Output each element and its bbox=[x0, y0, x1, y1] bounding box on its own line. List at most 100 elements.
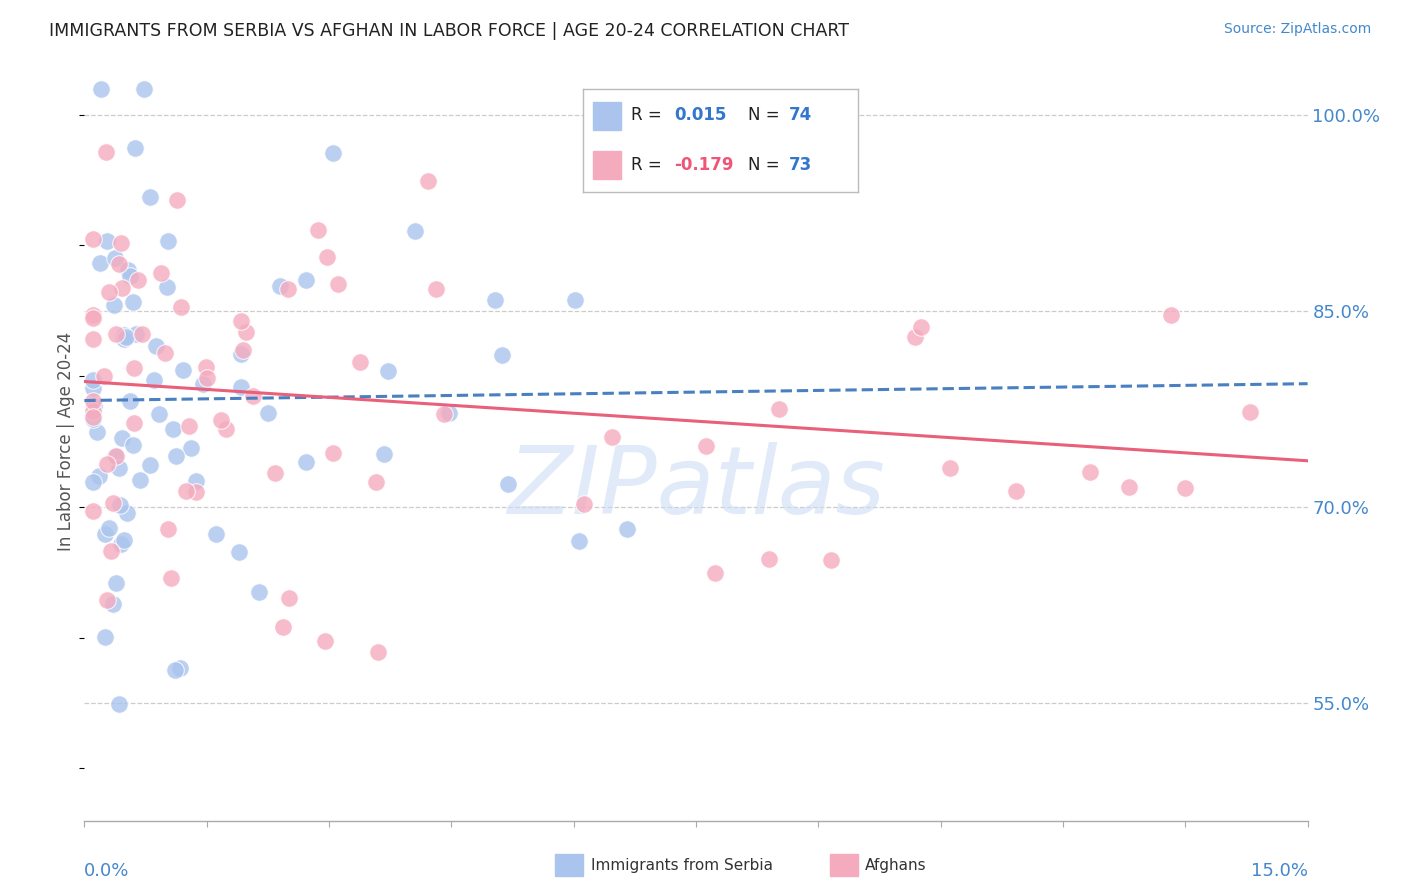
Point bbox=[242, 389, 264, 403]
Point bbox=[496, 477, 519, 491]
Point bbox=[328, 277, 350, 291]
Point bbox=[425, 282, 447, 296]
Point bbox=[364, 475, 387, 489]
Point bbox=[269, 279, 291, 293]
Point bbox=[939, 461, 962, 475]
Text: 0.0%: 0.0% bbox=[84, 863, 129, 880]
Point bbox=[110, 235, 132, 250]
Point bbox=[186, 474, 208, 488]
Point bbox=[103, 496, 125, 510]
Point bbox=[90, 81, 112, 95]
Point bbox=[235, 325, 257, 339]
Point bbox=[82, 308, 104, 322]
Point bbox=[104, 576, 127, 591]
Point bbox=[89, 256, 111, 270]
Point bbox=[600, 430, 623, 444]
Point bbox=[314, 634, 336, 648]
Point bbox=[174, 483, 197, 498]
Point bbox=[111, 281, 134, 295]
Point bbox=[82, 412, 104, 426]
Point bbox=[307, 223, 329, 237]
Point bbox=[139, 458, 162, 472]
Point bbox=[169, 660, 191, 674]
Point bbox=[273, 620, 295, 634]
Point bbox=[94, 527, 117, 541]
Text: 74: 74 bbox=[789, 106, 813, 124]
Text: ZIPatlas: ZIPatlas bbox=[508, 442, 884, 533]
Point bbox=[82, 373, 104, 387]
Point bbox=[433, 407, 456, 421]
Text: 73: 73 bbox=[789, 156, 813, 174]
Point bbox=[1239, 405, 1261, 419]
Point bbox=[195, 360, 218, 375]
Point bbox=[148, 407, 170, 421]
Point bbox=[228, 544, 250, 558]
Point bbox=[103, 252, 125, 266]
Text: IMMIGRANTS FROM SERBIA VS AFGHAN IN LABOR FORCE | AGE 20-24 CORRELATION CHART: IMMIGRANTS FROM SERBIA VS AFGHAN IN LABO… bbox=[49, 22, 849, 40]
Y-axis label: In Labor Force | Age 20-24: In Labor Force | Age 20-24 bbox=[56, 332, 75, 551]
Point bbox=[162, 422, 184, 436]
Point bbox=[118, 393, 141, 408]
FancyBboxPatch shape bbox=[593, 102, 620, 130]
Text: Immigrants from Serbia: Immigrants from Serbia bbox=[591, 858, 772, 872]
Point bbox=[157, 522, 180, 536]
Point bbox=[195, 370, 218, 384]
Point bbox=[263, 466, 285, 480]
Point bbox=[82, 475, 104, 489]
Point bbox=[149, 266, 172, 280]
Text: 0.015: 0.015 bbox=[673, 106, 727, 124]
Point bbox=[373, 447, 395, 461]
Point bbox=[134, 81, 156, 95]
Point bbox=[103, 298, 125, 312]
Point bbox=[564, 293, 586, 307]
Point bbox=[82, 404, 104, 418]
Point bbox=[567, 533, 589, 548]
Point bbox=[127, 273, 149, 287]
Text: Source: ZipAtlas.com: Source: ZipAtlas.com bbox=[1223, 22, 1371, 37]
Point bbox=[82, 381, 104, 395]
Point bbox=[910, 320, 932, 334]
Point bbox=[758, 552, 780, 566]
FancyBboxPatch shape bbox=[593, 151, 620, 179]
Text: Afghans: Afghans bbox=[865, 858, 927, 872]
Point bbox=[94, 630, 117, 644]
Text: N =: N = bbox=[748, 106, 779, 124]
Point bbox=[166, 450, 188, 464]
Point bbox=[145, 339, 167, 353]
Text: R =: R = bbox=[631, 106, 662, 124]
Point bbox=[170, 301, 193, 315]
Point bbox=[768, 401, 790, 416]
Point bbox=[180, 441, 202, 455]
Point bbox=[114, 533, 136, 548]
Point bbox=[83, 399, 105, 413]
Point bbox=[626, 176, 648, 190]
Point bbox=[96, 593, 118, 607]
Text: 15.0%: 15.0% bbox=[1250, 863, 1308, 880]
Point bbox=[86, 425, 108, 440]
Point bbox=[115, 506, 138, 520]
Point bbox=[1118, 480, 1140, 494]
Point bbox=[437, 406, 460, 420]
Point bbox=[118, 268, 141, 283]
Point bbox=[131, 326, 153, 341]
Point bbox=[191, 376, 214, 391]
Text: R =: R = bbox=[631, 156, 662, 174]
Point bbox=[82, 310, 104, 325]
Point bbox=[124, 141, 146, 155]
Point bbox=[124, 361, 146, 376]
Point bbox=[143, 373, 166, 387]
Point bbox=[215, 422, 238, 436]
Point bbox=[247, 585, 270, 599]
Point bbox=[616, 522, 638, 536]
Point bbox=[904, 329, 927, 343]
Point bbox=[229, 313, 252, 327]
Point bbox=[117, 262, 139, 277]
Point bbox=[96, 234, 118, 248]
Point bbox=[155, 345, 177, 359]
Point bbox=[349, 355, 371, 369]
Point bbox=[322, 146, 344, 161]
Point bbox=[491, 348, 513, 362]
Point bbox=[93, 368, 115, 383]
Point bbox=[231, 380, 253, 394]
Point bbox=[572, 497, 595, 511]
